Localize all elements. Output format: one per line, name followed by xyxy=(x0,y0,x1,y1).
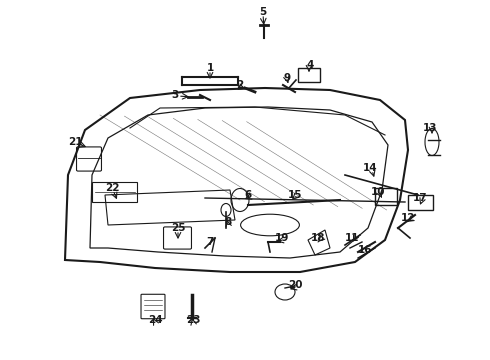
Text: 7: 7 xyxy=(206,237,214,247)
Text: 3: 3 xyxy=(172,90,179,100)
Text: 25: 25 xyxy=(171,223,185,233)
Text: 20: 20 xyxy=(288,280,302,290)
Text: 1: 1 xyxy=(206,63,214,73)
Text: 2: 2 xyxy=(236,80,244,90)
Text: 18: 18 xyxy=(311,233,325,243)
Text: 9: 9 xyxy=(283,73,291,83)
Text: 4: 4 xyxy=(306,60,314,70)
Text: 13: 13 xyxy=(423,123,437,133)
Text: 10: 10 xyxy=(371,187,385,197)
Text: 24: 24 xyxy=(147,315,162,325)
Text: 12: 12 xyxy=(401,213,415,223)
Text: 6: 6 xyxy=(245,190,252,200)
Text: 21: 21 xyxy=(68,137,82,147)
Text: 8: 8 xyxy=(224,217,232,227)
Text: 15: 15 xyxy=(288,190,302,200)
Text: 11: 11 xyxy=(345,233,359,243)
Text: 23: 23 xyxy=(186,315,200,325)
Text: 17: 17 xyxy=(413,193,427,203)
Text: 14: 14 xyxy=(363,163,377,173)
Text: 16: 16 xyxy=(358,245,372,255)
Text: 19: 19 xyxy=(275,233,289,243)
Text: 5: 5 xyxy=(259,7,267,17)
Text: 22: 22 xyxy=(105,183,119,193)
